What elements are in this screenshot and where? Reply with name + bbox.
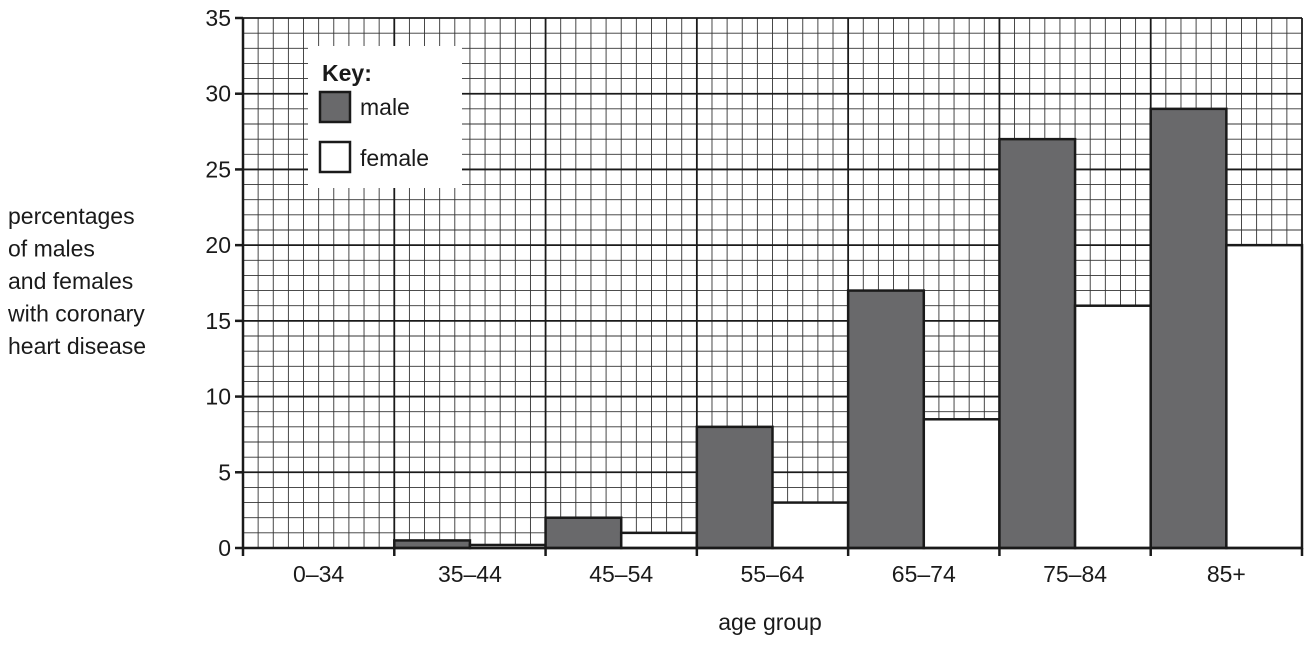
- x-tick-label: 55–64: [741, 561, 805, 587]
- bar-male-7: [1149, 107, 1228, 550]
- bar-female-5: [922, 418, 1001, 550]
- y-axis-label-line: percentages: [8, 203, 135, 229]
- bar-female-3: [619, 531, 699, 550]
- bar-male-4: [695, 425, 774, 550]
- x-tick-label: 85+: [1207, 561, 1246, 587]
- x-axis-label: age group: [718, 609, 822, 635]
- x-tick-label: 65–74: [892, 561, 956, 587]
- legend-male-swatch: [318, 90, 352, 124]
- x-tick-label: 35–44: [438, 561, 502, 587]
- bar-female-4: [771, 501, 850, 550]
- y-tick-label: 0: [218, 535, 231, 561]
- x-tick-label: 0–34: [293, 561, 344, 587]
- y-tick-label: 35: [205, 5, 231, 31]
- y-axis-label: percentages of males and females with coron…: [7, 203, 146, 359]
- x-tick-label: 45–54: [589, 561, 653, 587]
- y-tick-label: 15: [205, 308, 231, 334]
- bar-female-6: [1073, 304, 1152, 550]
- y-axis-label-line: of males: [8, 236, 95, 262]
- legend-title: Key:: [322, 60, 372, 86]
- y-axis-label-line: heart disease: [8, 333, 146, 359]
- bar-male-3: [544, 516, 623, 550]
- y-tick-label: 20: [205, 232, 231, 258]
- y-tick-labels: 0 5 10 15 20 25 30 35: [205, 5, 231, 561]
- y-axis-label-line: and females: [8, 268, 133, 294]
- legend-male-label: male: [360, 94, 410, 120]
- x-tick-label: 75–84: [1043, 561, 1107, 587]
- y-tick-label: 5: [218, 459, 231, 485]
- bar-male-6: [998, 137, 1077, 550]
- bar-male-5: [846, 289, 926, 550]
- bars: [393, 107, 1304, 550]
- legend-female-swatch: [318, 140, 352, 174]
- y-axis-label-line: with coronary: [7, 301, 145, 327]
- axes: [235, 16, 1304, 556]
- y-tick-label: 25: [205, 156, 231, 182]
- x-tick-labels: 0–34 35–44 45–54 55–64 65–74 75–84 85+: [293, 561, 1246, 587]
- legend: Key: male female: [308, 46, 462, 188]
- bar-female-7: [1225, 243, 1304, 550]
- y-tick-label: 10: [205, 384, 231, 410]
- legend-female-label: female: [360, 145, 429, 171]
- y-tick-label: 30: [205, 81, 231, 107]
